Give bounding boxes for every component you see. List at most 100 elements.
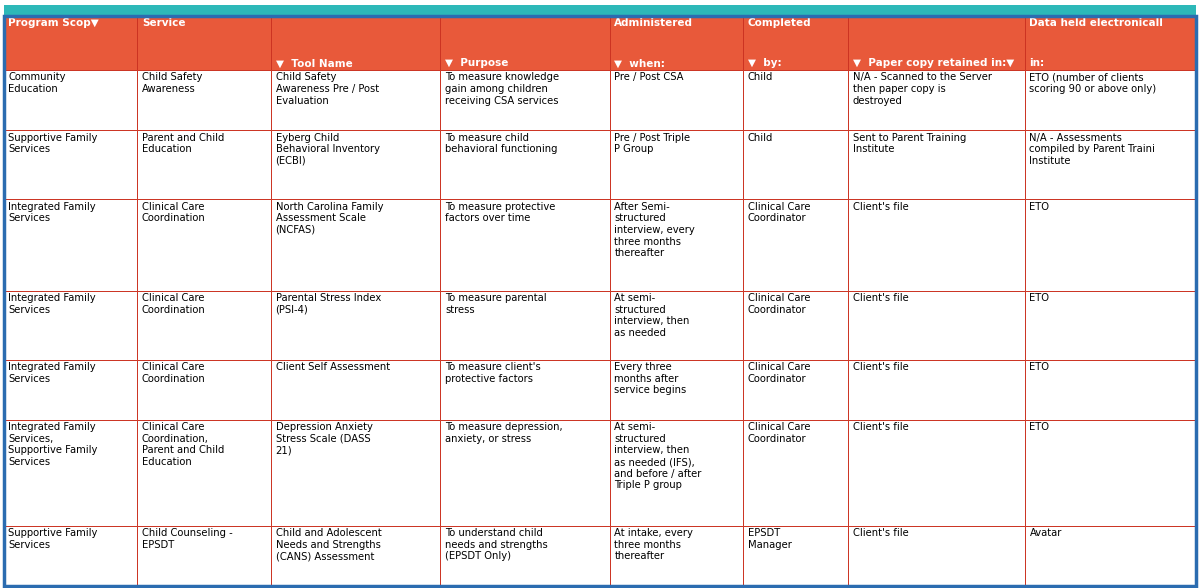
Text: Pre / Post Triple
P Group: Pre / Post Triple P Group (614, 133, 690, 155)
Text: ETO (number of clients
scoring 90 or above only): ETO (number of clients scoring 90 or abo… (1030, 72, 1157, 94)
Text: Clinical Care
Coordinator: Clinical Care Coordinator (748, 202, 810, 223)
Text: Child: Child (748, 133, 773, 143)
Bar (4, 16, 137, 70)
Bar (610, 131, 743, 199)
Bar (440, 70, 610, 131)
Bar (137, 16, 271, 70)
Bar (610, 16, 743, 70)
Bar (137, 360, 271, 420)
Bar (137, 290, 271, 360)
Bar (610, 360, 743, 420)
Bar (848, 420, 1025, 526)
Bar (137, 526, 271, 586)
Bar (137, 199, 271, 290)
Bar (440, 131, 610, 199)
Text: Clinical Care
Coordinator: Clinical Care Coordinator (748, 293, 810, 315)
Bar (743, 360, 848, 420)
Bar (4, 420, 137, 526)
Bar (271, 131, 440, 199)
Text: Child Safety
Awareness: Child Safety Awareness (142, 72, 203, 94)
Bar (271, 420, 440, 526)
Bar (743, 526, 848, 586)
Bar (4, 290, 137, 360)
Bar (137, 420, 271, 526)
Text: To measure depression,
anxiety, or stress: To measure depression, anxiety, or stres… (445, 422, 563, 444)
Text: At semi-
structured
interview, then
as needed (IFS),
and before / after
Triple P: At semi- structured interview, then as n… (614, 422, 702, 490)
Text: Integrated Family
Services: Integrated Family Services (8, 202, 96, 223)
Bar (1025, 70, 1196, 131)
Bar (1025, 131, 1196, 199)
Text: Client's file: Client's file (853, 362, 908, 372)
Bar (271, 199, 440, 290)
Bar (610, 526, 743, 586)
Text: Data held electronicall: Data held electronicall (1030, 18, 1163, 28)
Text: To understand child
needs and strengths
(EPSDT Only): To understand child needs and strengths … (445, 528, 547, 562)
Text: Client Self Assessment: Client Self Assessment (276, 362, 390, 372)
Bar (271, 360, 440, 420)
Text: Clinical Care
Coordinator: Clinical Care Coordinator (748, 422, 810, 444)
Text: ▼  Tool Name: ▼ Tool Name (276, 58, 353, 68)
Text: Eyberg Child
Behavioral Inventory
(ECBI): Eyberg Child Behavioral Inventory (ECBI) (276, 133, 379, 166)
Bar (743, 70, 848, 131)
Text: ▼  when:: ▼ when: (614, 58, 665, 68)
Text: Parent and Child
Education: Parent and Child Education (142, 133, 224, 155)
Text: Avatar: Avatar (1030, 528, 1062, 538)
Text: Client's file: Client's file (853, 202, 908, 212)
Text: Integrated Family
Services,
Supportive Family
Services: Integrated Family Services, Supportive F… (8, 422, 97, 467)
Bar (4, 360, 137, 420)
Bar (440, 360, 610, 420)
Text: Administered: Administered (614, 18, 694, 28)
Bar (271, 290, 440, 360)
Text: Depression Anxiety
Stress Scale (DASS
21): Depression Anxiety Stress Scale (DASS 21… (276, 422, 372, 456)
Bar (4, 70, 137, 131)
Bar (743, 290, 848, 360)
Bar (848, 131, 1025, 199)
Bar (610, 70, 743, 131)
Bar (4, 526, 137, 586)
Bar (1025, 16, 1196, 70)
Text: ▼  by:: ▼ by: (748, 58, 781, 68)
Bar (1025, 420, 1196, 526)
Text: Integrated Family
Services: Integrated Family Services (8, 293, 96, 315)
Bar (137, 70, 271, 131)
Bar (743, 199, 848, 290)
Text: ETO: ETO (1030, 293, 1050, 303)
Bar (848, 16, 1025, 70)
Text: Supportive Family
Services: Supportive Family Services (8, 528, 97, 550)
Text: To measure protective
factors over time: To measure protective factors over time (445, 202, 556, 223)
Text: Child and Adolescent
Needs and Strengths
(CANS) Assessment: Child and Adolescent Needs and Strengths… (276, 528, 382, 562)
Text: N/A - Scanned to the Server
then paper copy is
destroyed: N/A - Scanned to the Server then paper c… (853, 72, 992, 106)
Bar (1025, 199, 1196, 290)
Text: Clinical Care
Coordination: Clinical Care Coordination (142, 293, 205, 315)
Bar (610, 290, 743, 360)
Bar (440, 199, 610, 290)
Text: ETO: ETO (1030, 202, 1050, 212)
Text: Clinical Care
Coordination,
Parent and Child
Education: Clinical Care Coordination, Parent and C… (142, 422, 224, 467)
Bar (848, 199, 1025, 290)
Bar (440, 290, 610, 360)
Bar (1025, 360, 1196, 420)
Text: Child: Child (748, 72, 773, 82)
Bar (271, 526, 440, 586)
Bar (743, 420, 848, 526)
Bar (440, 526, 610, 586)
Text: ▼  Paper copy retained in:▼: ▼ Paper copy retained in:▼ (853, 58, 1014, 68)
Text: North Carolina Family
Assessment Scale
(NCFAS): North Carolina Family Assessment Scale (… (276, 202, 383, 235)
Bar (440, 16, 610, 70)
Text: To measure parental
stress: To measure parental stress (445, 293, 546, 315)
Bar (137, 131, 271, 199)
Text: Client's file: Client's file (853, 528, 908, 538)
Bar (4, 131, 137, 199)
Bar (848, 360, 1025, 420)
Text: At semi-
structured
interview, then
as needed: At semi- structured interview, then as n… (614, 293, 690, 338)
Bar (271, 16, 440, 70)
Text: Pre / Post CSA: Pre / Post CSA (614, 72, 684, 82)
Text: ETO: ETO (1030, 422, 1050, 432)
Text: At intake, every
three months
thereafter: At intake, every three months thereafter (614, 528, 694, 562)
Text: Client's file: Client's file (853, 293, 908, 303)
Bar (743, 16, 848, 70)
Bar (4, 199, 137, 290)
Text: EPSDT
Manager: EPSDT Manager (748, 528, 792, 550)
Bar (1025, 526, 1196, 586)
Text: Supportive Family
Services: Supportive Family Services (8, 133, 97, 155)
